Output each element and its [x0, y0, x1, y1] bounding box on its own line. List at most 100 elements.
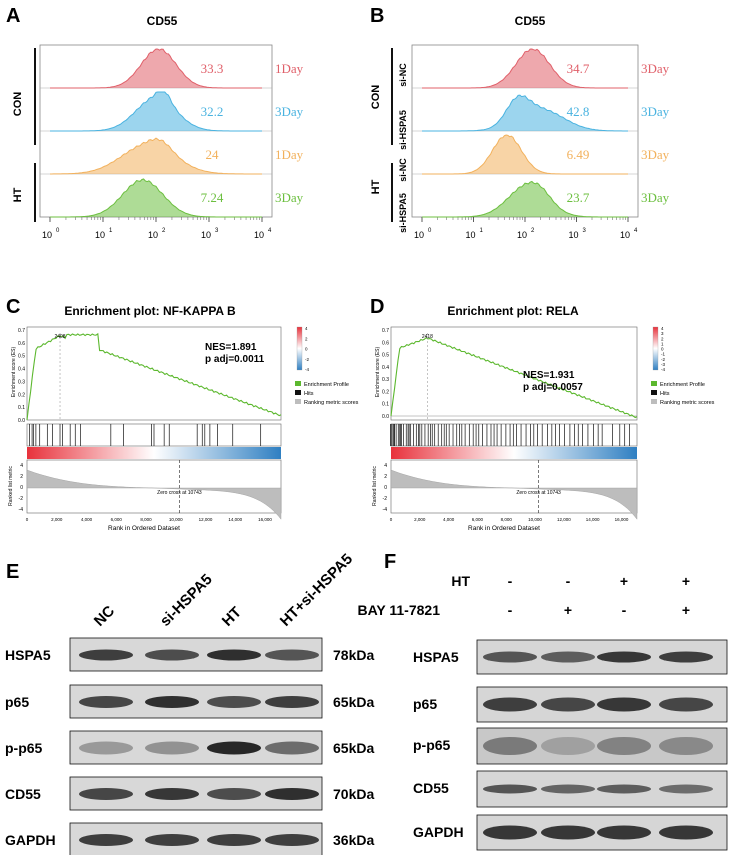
gseaC-rank-tick: -2 — [19, 496, 24, 502]
flowA-histogram-outline-3 — [50, 137, 262, 175]
flow-b-label-ht: HT — [370, 179, 382, 194]
gseaD-x-tick: 16,000 — [615, 517, 629, 522]
gseaD-x-tick: 2,000 — [414, 517, 426, 522]
gseaD-x-tick: 14,000 — [586, 517, 600, 522]
gseaC-es-tick: 0.1 — [18, 405, 25, 411]
gseaD-legend-label-2: Hits — [660, 391, 670, 397]
flowB-x-tick-exponent: 0 — [428, 228, 432, 234]
gseaC-es-frame — [26, 326, 282, 421]
western-e-band — [265, 741, 319, 755]
flowB-histogram-3 — [412, 135, 638, 174]
flowA-histogram-3 — [40, 138, 272, 174]
gseaD-zero-cross-label: Zero cross at 10743 — [516, 490, 561, 496]
flow-b-row-label-2: si-HSPA5 — [398, 110, 408, 150]
western-e-protein-label-2: p65 — [5, 694, 29, 710]
panel-letter-e: E — [6, 561, 19, 583]
western-f-sign: + — [564, 602, 572, 618]
gseaD-rank-gradient — [391, 447, 637, 459]
flowB-day-4: 3Day — [641, 190, 670, 205]
western-e-band — [265, 649, 319, 661]
gseaC-es-tick: 0.7 — [18, 328, 25, 334]
flowA-x-tick-exponent: 2 — [162, 228, 166, 234]
flowA-x-tick-exponent: 0 — [56, 228, 60, 234]
flow-panel-a: CD55 10 0 10 1 10 2 10 3 10 4 33.3 1Day 32.2 3Day 24 1D… — [12, 14, 304, 240]
gseaD-es-frame — [390, 326, 638, 421]
western-f-protein-label-3: p-p65 — [413, 737, 451, 753]
flow-a-label-con: CON — [12, 92, 24, 117]
western-f-band — [483, 825, 537, 840]
western-e-lane-label-1: NC — [91, 602, 118, 629]
western-e-kda-label-1: 78kDa — [333, 647, 374, 663]
gseaC-legend-swatch-3 — [295, 399, 301, 404]
flowA-x-tick-label: 10 — [148, 230, 158, 240]
gseaC-x-tick: 0 — [26, 517, 29, 522]
western-e-lane-label-2: si-HSPA5 — [157, 571, 216, 630]
gseaD-legend-swatch-3 — [651, 399, 657, 404]
panel-letter-d: D — [370, 296, 384, 318]
gseaC-legend-swatch-2 — [295, 390, 301, 395]
gseaC-x-tick: 10,000 — [169, 517, 183, 522]
western-e-band — [207, 649, 261, 661]
gseaC-es-tick: 0.0 — [18, 418, 25, 424]
western-f-band — [541, 651, 595, 663]
gseaD-colorbar-tick: -1 — [661, 352, 665, 357]
gseaC-x-tick: 16,000 — [258, 517, 272, 522]
flow-b-title: CD55 — [515, 14, 546, 28]
flowB-histogram-4 — [412, 181, 638, 217]
gseaD-es-tick: 0.5 — [382, 353, 389, 359]
gseaC-es-curve — [26, 332, 282, 421]
gseaC-zero-cross-label: Zero cross at 10743 — [157, 490, 202, 496]
flowB-value-1: 34.7 — [567, 61, 590, 76]
western-e-band — [265, 696, 319, 708]
gseaC-colorbar-tick: 2 — [305, 336, 308, 341]
gseaD-colorbar-tick: 3 — [661, 331, 664, 336]
panel-letter-c: C — [6, 296, 20, 318]
western-f-band — [541, 697, 595, 712]
flowB-value-4: 23.7 — [567, 190, 590, 205]
gseaC-colorbar-tick: -4 — [305, 367, 309, 372]
western-e-band — [145, 834, 199, 846]
western-f-band — [541, 825, 595, 840]
panel-letter-f: F — [384, 551, 396, 573]
western-e-band — [145, 649, 199, 661]
gseaD-x-tick: 4,000 — [443, 517, 455, 522]
western-e-protein-label-4: CD55 — [5, 786, 41, 802]
gseaC-rank-ylabel: Ranked list metric — [8, 466, 14, 506]
flowA-x-tick-label: 10 — [42, 230, 52, 240]
flowB-day-2: 3Day — [641, 104, 670, 119]
western-e-band — [79, 649, 133, 661]
flow-b-label-con: CON — [370, 85, 382, 110]
flowA-x-tick-label: 10 — [201, 230, 211, 240]
gseaC-x-tick: 2,000 — [51, 517, 63, 522]
gseaD-es-tick: 0.1 — [382, 402, 389, 408]
gseaD-colorbar-tick: 0 — [661, 347, 664, 352]
western-e-kda-label-3: 65kDa — [333, 740, 374, 756]
western-f-band — [659, 651, 713, 663]
flowA-value-2: 32.2 — [201, 104, 224, 119]
panel-letter-a: A — [6, 5, 20, 27]
western-e-lane-label-4: HT+si-HSPA5 — [277, 551, 356, 630]
flow-panel-b: CD55 10 0 10 1 10 2 10 3 10 4 34.7 3Day 42.8 3Day 6.49… — [370, 14, 670, 240]
gseaC-rank-area — [26, 469, 282, 520]
western-f-sign: + — [620, 573, 628, 589]
western-f-band — [597, 697, 651, 712]
gseaC-rank-tick: 2 — [20, 474, 23, 480]
flowB-day-3: 3Day — [641, 147, 670, 162]
flowA-value-4: 7.24 — [201, 190, 224, 205]
gseaD-padj: p adj=0.0057 — [523, 382, 583, 393]
flowB-x-tick-label: 10 — [568, 230, 578, 240]
western-e-protein-label-5: GAPDH — [5, 832, 56, 848]
gseaC-xlabel: Rank in Ordered Dataset — [108, 525, 180, 532]
flowA-day-2: 3Day — [275, 104, 304, 119]
flowA-value-3: 24 — [206, 147, 220, 162]
western-f-protein-label-4: CD55 — [413, 780, 449, 796]
flow-a-title: CD55 — [147, 14, 178, 28]
flowA-x-tick-exponent: 1 — [109, 228, 113, 234]
gsea-panel-d: Enrichment plot: RELA 0.7 0.6 0.5 0.4 0.3 0.2… — [372, 304, 715, 532]
flowB-histogram-outline-4 — [422, 180, 628, 218]
flowA-day-3: 1Day — [275, 147, 304, 162]
western-e-band — [145, 696, 199, 708]
gseaC-x-tick: 12,000 — [199, 517, 213, 522]
gseaD-es-tick: 0.4 — [382, 365, 389, 371]
